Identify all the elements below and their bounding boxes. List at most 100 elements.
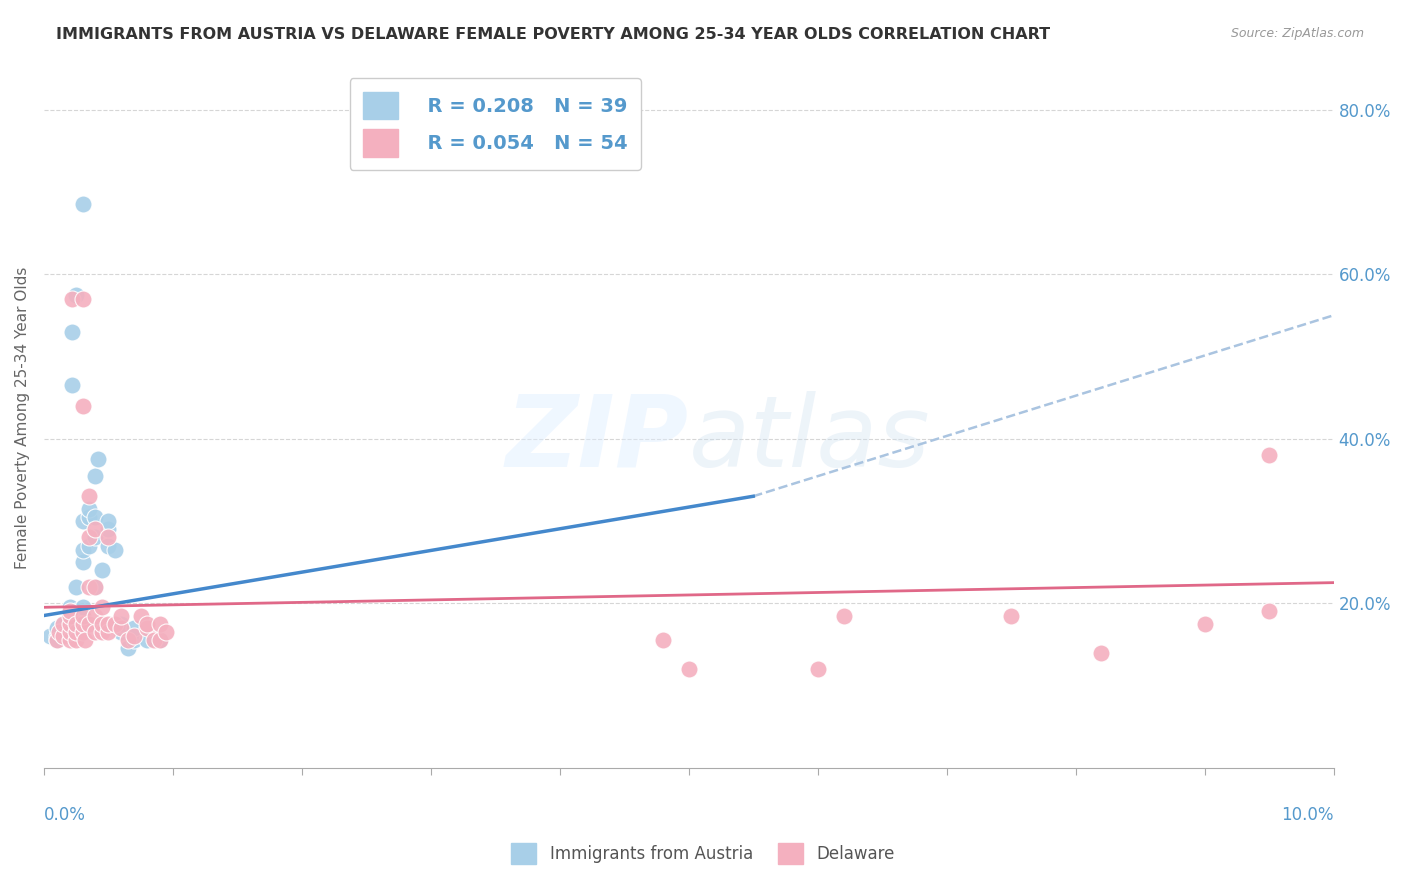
Point — [48, 624, 70, 639]
Point — [77, 501, 100, 516]
Legend: Immigrants from Austria, Delaware: Immigrants from Austria, Delaware — [505, 837, 901, 871]
Point — [142, 633, 165, 648]
Point — [87, 452, 110, 467]
Point — [45, 633, 67, 648]
Point — [59, 616, 82, 631]
Point — [122, 629, 145, 643]
Point — [77, 530, 100, 544]
Point — [1194, 616, 1216, 631]
Point — [60, 378, 83, 392]
Point — [59, 633, 82, 648]
Point — [65, 624, 87, 639]
Point — [136, 633, 159, 648]
Point — [97, 514, 120, 528]
Point — [1090, 646, 1112, 660]
Point — [155, 624, 177, 639]
Point — [104, 542, 127, 557]
Point — [72, 608, 94, 623]
Text: IMMIGRANTS FROM AUSTRIA VS DELAWARE FEMALE POVERTY AMONG 25-34 YEAR OLDS CORRELA: IMMIGRANTS FROM AUSTRIA VS DELAWARE FEMA… — [56, 27, 1050, 42]
Point — [59, 624, 82, 639]
Point — [84, 509, 107, 524]
Point — [1000, 608, 1022, 623]
Point — [90, 624, 112, 639]
Point — [117, 633, 139, 648]
Legend:   R = 0.208   N = 39,   R = 0.054   N = 54: R = 0.208 N = 39, R = 0.054 N = 54 — [350, 78, 641, 170]
Point — [72, 616, 94, 631]
Point — [122, 633, 145, 648]
Point — [1258, 448, 1281, 462]
Point — [90, 563, 112, 577]
Point — [72, 600, 94, 615]
Point — [77, 580, 100, 594]
Point — [77, 489, 100, 503]
Point — [65, 580, 87, 594]
Point — [84, 580, 107, 594]
Point — [72, 542, 94, 557]
Text: 10.0%: 10.0% — [1281, 806, 1334, 824]
Point — [60, 325, 83, 339]
Point — [77, 616, 100, 631]
Point — [72, 399, 94, 413]
Y-axis label: Female Poverty Among 25-34 Year Olds: Female Poverty Among 25-34 Year Olds — [15, 267, 30, 569]
Point — [652, 633, 675, 648]
Point — [77, 539, 100, 553]
Point — [129, 608, 152, 623]
Point — [72, 555, 94, 569]
Point — [136, 616, 159, 631]
Point — [97, 539, 120, 553]
Point — [84, 608, 107, 623]
Point — [97, 530, 120, 544]
Point — [65, 287, 87, 301]
Point — [59, 608, 82, 623]
Point — [84, 580, 107, 594]
Point — [39, 629, 62, 643]
Point — [52, 629, 75, 643]
Point — [72, 514, 94, 528]
Point — [52, 616, 75, 631]
Point — [84, 468, 107, 483]
Point — [65, 604, 87, 618]
Point — [104, 616, 127, 631]
Text: Source: ZipAtlas.com: Source: ZipAtlas.com — [1230, 27, 1364, 40]
Point — [149, 633, 172, 648]
Point — [77, 509, 100, 524]
Point — [110, 608, 132, 623]
Point — [72, 608, 94, 623]
Point — [832, 608, 855, 623]
Point — [72, 292, 94, 306]
Point — [75, 633, 97, 648]
Point — [149, 616, 172, 631]
Point — [59, 616, 82, 631]
Point — [678, 662, 700, 676]
Point — [65, 616, 87, 631]
Point — [72, 197, 94, 211]
Point — [97, 616, 120, 631]
Point — [97, 522, 120, 536]
Point — [84, 522, 107, 536]
Point — [65, 633, 87, 648]
Point — [45, 621, 67, 635]
Point — [59, 608, 82, 623]
Point — [59, 600, 82, 615]
Point — [1258, 604, 1281, 618]
Point — [59, 604, 82, 618]
Point — [45, 633, 67, 648]
Point — [52, 616, 75, 631]
Text: ZIP: ZIP — [506, 391, 689, 488]
Point — [90, 600, 112, 615]
Point — [807, 662, 830, 676]
Text: 0.0%: 0.0% — [44, 806, 86, 824]
Point — [84, 530, 107, 544]
Point — [60, 292, 83, 306]
Point — [84, 624, 107, 639]
Point — [97, 624, 120, 639]
Point — [117, 641, 139, 656]
Point — [90, 616, 112, 631]
Point — [110, 621, 132, 635]
Point — [136, 621, 159, 635]
Point — [149, 633, 172, 648]
Point — [72, 624, 94, 639]
Point — [122, 621, 145, 635]
Point — [110, 624, 132, 639]
Text: atlas: atlas — [689, 391, 931, 488]
